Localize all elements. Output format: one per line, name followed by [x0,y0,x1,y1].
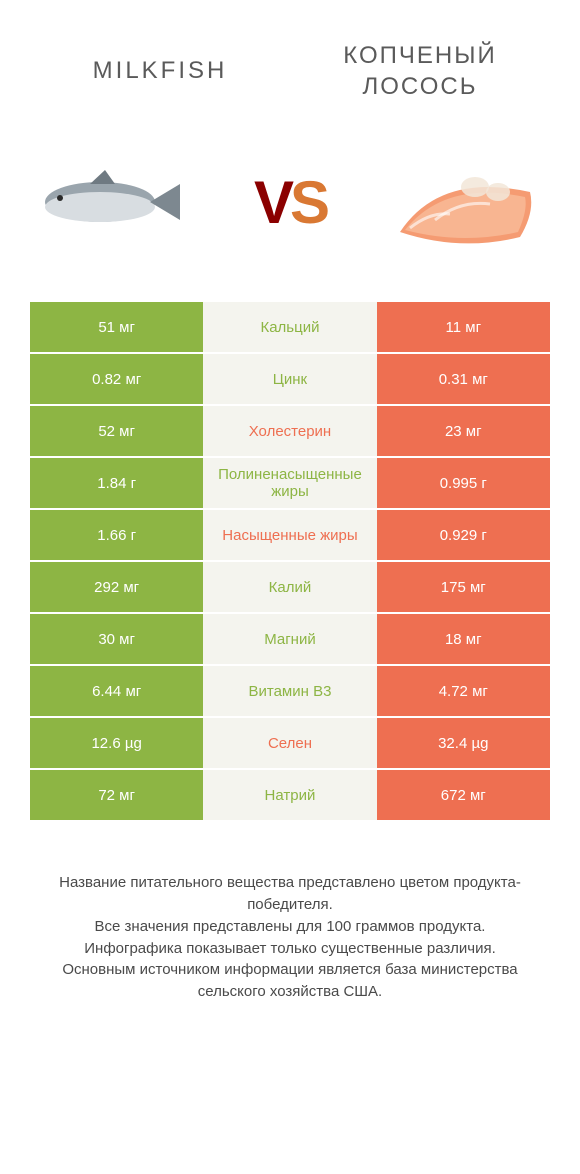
left-value: 72 мг [30,770,203,820]
nutrient-row: 72 мгНатрий672 мг [30,770,550,820]
salmon-icon [380,142,550,262]
nutrient-row: 6.44 мгВитамин B34.72 мг [30,666,550,716]
left-value: 30 мг [30,614,203,664]
right-value: 4.72 мг [377,666,550,716]
nutrient-label: Селен [203,718,376,768]
nutrient-row: 30 мгМагний18 мг [30,614,550,664]
left-value: 51 мг [30,302,203,352]
nutrient-label: Кальций [203,302,376,352]
right-value: 23 мг [377,406,550,456]
left-value: 1.84 г [30,458,203,508]
right-food-title: КОПЧЕНЫЙ ЛОСОСЬ [290,40,550,102]
fish-icon [30,142,200,262]
left-value: 6.44 мг [30,666,203,716]
right-value: 0.31 мг [377,354,550,404]
nutrient-row: 51 мгКальций11 мг [30,302,550,352]
left-value: 0.82 мг [30,354,203,404]
nutrient-label: Холестерин [203,406,376,456]
nutrient-label: Полиненасыщенные жиры [203,458,376,508]
salmon-image [380,142,550,262]
right-value: 18 мг [377,614,550,664]
nutrient-row: 1.84 гПолиненасыщенные жиры0.995 г [30,458,550,508]
images-row: VS [0,122,580,302]
nutrient-label: Калий [203,562,376,612]
nutrient-row: 292 мгКалий175 мг [30,562,550,612]
footer-line-3: Инфографика показывает только существенн… [30,938,550,960]
right-value: 11 мг [377,302,550,352]
nutrient-label: Насыщенные жиры [203,510,376,560]
right-value: 175 мг [377,562,550,612]
right-value: 672 мг [377,770,550,820]
nutrient-row: 52 мгХолестерин23 мг [30,406,550,456]
right-value: 0.995 г [377,458,550,508]
nutrient-label: Цинк [203,354,376,404]
nutrient-row: 0.82 мгЦинк0.31 мг [30,354,550,404]
footer-line-2: Все значения представлены для 100 граммо… [30,916,550,938]
nutrient-label: Магний [203,614,376,664]
nutrient-row: 12.6 µgСелен32.4 µg [30,718,550,768]
nutrient-label: Витамин B3 [203,666,376,716]
footer-line-1: Название питательного вещества представл… [30,872,550,916]
right-value: 32.4 µg [377,718,550,768]
footer-notes: Название питательного вещества представл… [0,822,580,1033]
vs-v: V [254,169,290,236]
vs-label: VS [254,168,326,237]
left-value: 52 мг [30,406,203,456]
vs-s: S [290,169,326,236]
left-value: 1.66 г [30,510,203,560]
milkfish-image [30,142,200,262]
header: Milkfish КОПЧЕНЫЙ ЛОСОСЬ [0,0,580,122]
left-value: 12.6 µg [30,718,203,768]
right-value: 0.929 г [377,510,550,560]
footer-line-4: Основным источником информации является … [30,959,550,1003]
nutrient-row: 1.66 гНасыщенные жиры0.929 г [30,510,550,560]
nutrient-label: Натрий [203,770,376,820]
nutrient-table: 51 мгКальций11 мг0.82 мгЦинк0.31 мг52 мг… [0,302,580,820]
left-food-title: Milkfish [30,57,290,85]
left-value: 292 мг [30,562,203,612]
